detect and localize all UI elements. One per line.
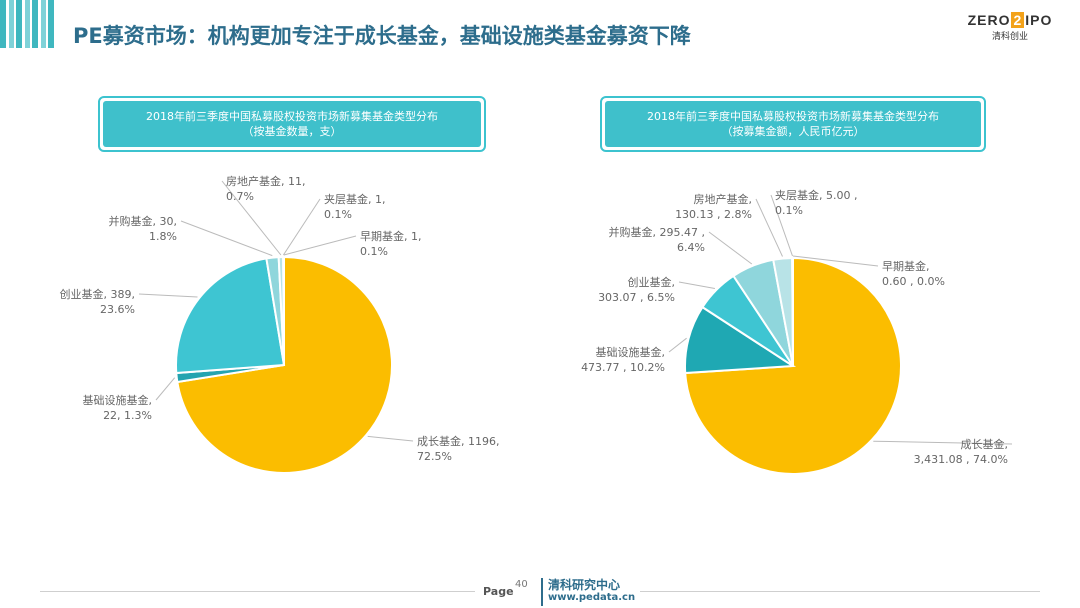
chart1-caption-box: 2018年前三季度中国私募股权投资市场新募集基金类型分布 （按基金数量，支） — [98, 96, 486, 152]
slice-label: 并购基金, 30, 1.8% — [109, 214, 178, 243]
leader-line — [283, 235, 357, 256]
pie-chart-2: 成长基金, 3,431.08 , 74.0% 基础设施基金, 473.77 , 10.… — [581, 188, 1013, 475]
page-label: Page — [483, 585, 514, 598]
leader-line — [221, 180, 282, 256]
corner-decoration — [0, 0, 55, 48]
footer-url: www.pedata.cn — [548, 592, 636, 603]
leader-line — [708, 231, 753, 265]
leader-line — [755, 198, 783, 257]
chart2-title: 2018年前三季度中国私募股权投资市场新募集基金类型分布 — [647, 110, 939, 123]
chart1-title: 2018年前三季度中国私募股权投资市场新募集基金类型分布 — [146, 110, 438, 123]
leader-line — [678, 281, 715, 289]
leader-line — [792, 255, 879, 267]
leader-line — [155, 377, 176, 401]
leader-line — [668, 337, 687, 353]
slice-label: 房地产基金, 130.13 , 2.8% — [675, 192, 752, 221]
leader-line — [873, 440, 1013, 445]
footer-divider-left — [40, 591, 475, 592]
page-title: PE募资市场：机构更加专注于成长基金，基础设施类基金募资下降 — [73, 24, 691, 48]
slice-label: 基础设施基金, 22, 1.3% — [83, 393, 153, 422]
slice-label: 早期基金, 0.60 , 0.0% — [882, 259, 945, 288]
chart2-subtitle: （按募集金额，人民币亿元） — [721, 125, 865, 138]
leader-line — [770, 194, 793, 257]
pie-slice-创业基金 — [175, 257, 286, 375]
footer-divider-right — [640, 591, 1040, 592]
slice-label: 并购基金, 295.47 , 6.4% — [609, 225, 705, 254]
slice-label: 基础设施基金, 473.77 , 10.2% — [581, 345, 665, 374]
leader-line — [180, 220, 273, 257]
slice-label: 成长基金, 3,431.08 , 74.0% — [914, 437, 1008, 466]
footer-separator — [541, 578, 543, 606]
logo: ZERO 2 IPO 清科创业 — [962, 12, 1058, 42]
chart1-subtitle: （按基金数量，支） — [242, 125, 342, 138]
pie-chart-1: 成长基金, 1196, 72.5% 基础设施基金, 22, 1.3% 创业基金, 389… — [60, 174, 499, 474]
slice-label: 夹层基金, 5.00 , 0.1% — [775, 188, 857, 217]
slice-label: 早期基金, 1, 0.1% — [360, 229, 422, 258]
leader-line — [138, 293, 198, 298]
leader-line — [282, 198, 321, 256]
logo-text-left: ZERO — [967, 12, 1011, 28]
page-number: 40 — [515, 579, 528, 590]
pie-slice-基础设施基金 — [684, 305, 797, 375]
slice-label: 房地产基金, 11, 0.7% — [226, 174, 306, 203]
chart2-caption-box: 2018年前三季度中国私募股权投资市场新募集基金类型分布 （按募集金额，人民币亿… — [600, 96, 986, 152]
leader-line — [367, 435, 414, 442]
slice-label: 创业基金, 389, 23.6% — [60, 287, 136, 316]
logo-mark: 2 — [1011, 12, 1025, 28]
footer-org: 清科研究中心 — [548, 578, 621, 592]
slice-label: 夹层基金, 1, 0.1% — [324, 192, 386, 221]
logo-subtitle: 清科创业 — [991, 32, 1028, 42]
slice-label: 成长基金, 1196, 72.5% — [417, 434, 499, 463]
slice-label: 创业基金, 303.07 , 6.5% — [598, 275, 675, 304]
logo-text-right: IPO — [1025, 12, 1053, 28]
